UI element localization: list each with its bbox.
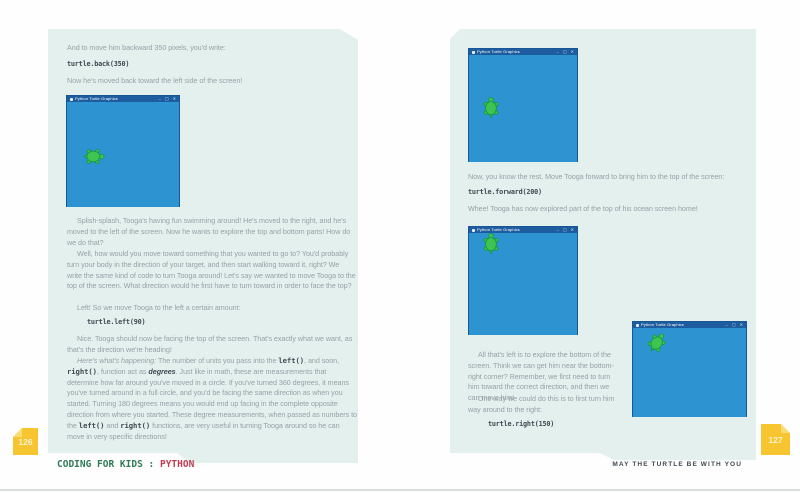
chapter-title-footer: MAY THE TURTLE BE WITH YOU	[612, 461, 742, 468]
series-subtitle: PYTHON	[159, 459, 195, 470]
minimize-icon: –	[158, 96, 161, 101]
turtle-canvas	[633, 328, 746, 417]
page-number: 126	[18, 436, 33, 447]
window-titlebar: Python Turtle Graphics – ▢ ✕	[469, 227, 577, 233]
page-number: 127	[768, 434, 783, 445]
close-icon: ✕	[739, 322, 743, 327]
maximize-icon: ▢	[562, 49, 567, 54]
maximize-icon: ▢	[731, 322, 736, 327]
close-icon: ✕	[172, 96, 176, 101]
turtle-sprite-icon	[83, 148, 105, 165]
right-paragraph-1: Now, you know the rest. Move Tooga forwa…	[468, 172, 725, 181]
series-title: CODING FOR KIDS :	[57, 459, 155, 470]
left-paragraph-1: And to move him backward 350 pixels, you…	[67, 43, 226, 52]
turtle-canvas	[469, 55, 577, 162]
app-icon	[70, 97, 73, 101]
tab-fold-corner	[13, 428, 22, 437]
left-paragraph-6: Nice. Tooga should now be facing the top…	[67, 334, 353, 354]
turtle-sprite-icon	[483, 97, 499, 118]
left-paragraph-2: Now he's moved back toward the left side…	[67, 76, 243, 85]
code-turtle-left: turtle.left(90)	[87, 318, 146, 326]
app-icon	[472, 50, 475, 54]
window-titlebar: Python Turtle Graphics – ▢ ✕	[67, 96, 179, 102]
window-title: Python Turtle Graphics	[75, 96, 118, 101]
turtle-canvas	[67, 102, 179, 207]
turtle-window-3: Python Turtle Graphics – ▢ ✕	[468, 226, 578, 335]
maximize-icon: ▢	[562, 227, 567, 232]
turtle-window-2: Python Turtle Graphics – ▢ ✕	[468, 48, 578, 162]
turtle-sprite-icon	[644, 329, 669, 356]
window-titlebar: Python Turtle Graphics – ▢ ✕	[633, 322, 746, 328]
right-paragraph-4: One way we could do this is to first tur…	[468, 394, 615, 414]
minimize-icon: –	[725, 322, 728, 327]
left-paragraph-4: Well, how would you move toward somethin…	[67, 249, 356, 291]
close-icon: ✕	[570, 49, 574, 54]
maximize-icon: ▢	[164, 96, 169, 101]
turtle-canvas	[469, 233, 577, 335]
right-paragraph-2: Whee! Tooga has now explored part of the…	[468, 204, 698, 213]
app-icon	[472, 228, 475, 232]
turtle-sprite-icon	[483, 233, 499, 254]
code-turtle-right: turtle.right(150)	[488, 420, 555, 428]
window-title: Python Turtle Graphics	[477, 227, 520, 232]
book-series-logo: CODING FOR KIDS : PYTHON	[57, 459, 194, 470]
left-paragraph-5: Left! So we move Tooga to the left a cer…	[77, 303, 241, 312]
page-bottom-rule	[0, 489, 800, 491]
turtle-window-1: Python Turtle Graphics – ▢ ✕	[66, 95, 180, 207]
code-turtle-back: turtle.back(350)	[67, 60, 130, 68]
right-paragraph-3: All that's left is to explore the bottom…	[468, 350, 614, 403]
minimize-icon: –	[556, 49, 559, 54]
window-titlebar: Python Turtle Graphics – ▢ ✕	[469, 49, 577, 55]
app-icon	[636, 323, 639, 327]
page-number-tab-right: 127	[761, 424, 790, 455]
window-title: Python Turtle Graphics	[641, 322, 684, 327]
left-paragraph-7: Here's what's happening: The number of u…	[67, 356, 358, 441]
close-icon: ✕	[570, 227, 574, 232]
code-turtle-forward: turtle.forward(200)	[468, 188, 542, 196]
window-title: Python Turtle Graphics	[477, 49, 520, 54]
minimize-icon: –	[556, 227, 559, 232]
tab-fold-corner	[781, 424, 790, 433]
left-paragraph-3: Splish-splash, Tooga's having fun swimmi…	[67, 216, 351, 247]
page-number-tab-left: 126	[13, 428, 38, 455]
turtle-window-4: Python Turtle Graphics – ▢ ✕	[632, 321, 747, 417]
